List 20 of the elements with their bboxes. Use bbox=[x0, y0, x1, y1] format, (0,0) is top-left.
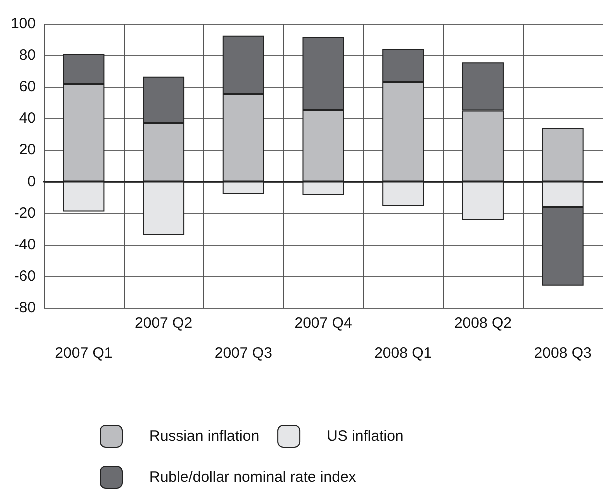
x-tick-label: 2007 Q2 bbox=[135, 315, 193, 332]
x-tick-label: 2008 Q1 bbox=[374, 345, 432, 362]
y-tick-label: 40 bbox=[19, 110, 36, 128]
y-tick-label: 0 bbox=[28, 173, 36, 190]
y-tick-label: -80 bbox=[14, 300, 36, 316]
y-tick-label: 80 bbox=[19, 47, 36, 64]
y-tick-label: -60 bbox=[14, 268, 36, 285]
y-tick-label: -40 bbox=[14, 236, 36, 254]
x-tick-label: 2007 Q1 bbox=[55, 345, 113, 362]
x-tick-label: 2007 Q4 bbox=[294, 315, 352, 332]
legend-label: Russian inflation bbox=[150, 428, 260, 445]
x-tick-label: 2008 Q2 bbox=[454, 315, 512, 332]
x-tick-label: 2007 Q3 bbox=[214, 345, 272, 362]
x-tick-label: 2008 Q3 bbox=[534, 345, 592, 362]
legend-label: US inflation bbox=[327, 428, 404, 445]
y-tick-label: 60 bbox=[19, 78, 36, 96]
y-tick-label: -20 bbox=[14, 204, 36, 222]
y-tick-label: 100 bbox=[10, 16, 36, 32]
y-tick-label: 20 bbox=[19, 142, 36, 159]
legend-label: Ruble/dollar nominal rate index bbox=[150, 469, 357, 486]
